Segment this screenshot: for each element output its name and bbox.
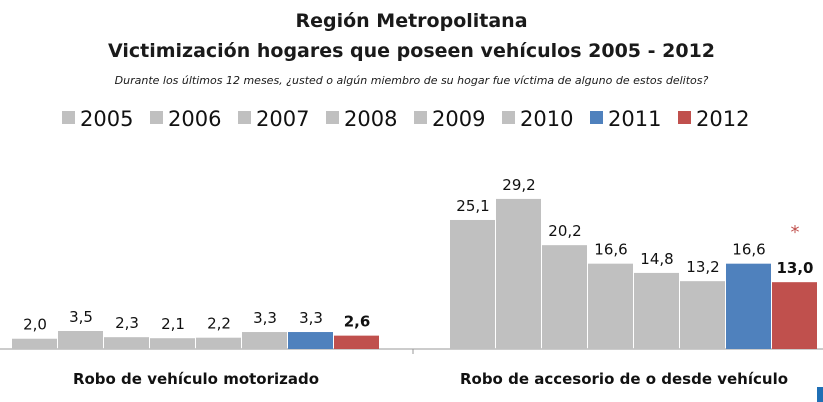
bar-2012-1 <box>772 282 817 349</box>
data-label-2008-0: 2,1 <box>161 315 185 333</box>
bar-2011-0 <box>288 332 333 349</box>
legend-label-2011: 2011 <box>608 107 661 131</box>
legend-swatch-2012 <box>678 111 691 124</box>
data-label-2012-1: 13,0 <box>776 259 813 277</box>
legend-swatch-2010 <box>502 111 515 124</box>
bar-2010-0 <box>242 332 287 349</box>
data-label-2008-1: 16,6 <box>594 241 627 259</box>
bar-2007-0 <box>104 337 149 349</box>
bar-2011-1 <box>726 263 771 349</box>
bar-2006-1 <box>496 198 541 349</box>
bar-2009-0 <box>196 337 241 349</box>
chart-subtitle: Victimización hogares que poseen vehícul… <box>107 40 716 62</box>
chart-question: Durante los últimos 12 meses, ¿usted o a… <box>114 74 709 87</box>
significance-asterisk: * <box>791 222 800 243</box>
bar-2006-0 <box>58 331 103 349</box>
legend-swatch-2007 <box>238 111 251 124</box>
data-label-2010-0: 3,3 <box>253 309 277 327</box>
data-label-2011-1: 16,6 <box>732 241 765 259</box>
legend-swatch-2008 <box>326 111 339 124</box>
legend-label-2005: 2005 <box>80 107 133 131</box>
legend-label-2007: 2007 <box>256 107 309 131</box>
category-label-1: Robo de accesorio de o desde vehículo <box>460 370 788 388</box>
legend-swatch-2006 <box>150 111 163 124</box>
legend-label-2012: 2012 <box>696 107 749 131</box>
legend-swatch-2009 <box>414 111 427 124</box>
data-label-2007-0: 2,3 <box>115 314 139 332</box>
bar-2008-1 <box>588 263 633 349</box>
corner-marker <box>817 387 823 402</box>
legend-swatch-2005 <box>62 111 75 124</box>
data-label-2011-0: 3,3 <box>299 309 323 327</box>
bar-2008-0 <box>150 338 195 349</box>
bar-2012-0 <box>334 335 379 349</box>
legend-label-2008: 2008 <box>344 107 397 131</box>
data-label-2007-1: 20,2 <box>548 222 581 240</box>
data-label-2006-0: 3,5 <box>69 308 93 326</box>
data-label-2006-1: 29,2 <box>502 176 535 194</box>
data-label-2005-0: 2,0 <box>23 316 47 334</box>
data-label-2009-0: 2,2 <box>207 315 231 333</box>
category-label-0: Robo de vehículo motorizado <box>73 370 319 388</box>
legend-label-2006: 2006 <box>168 107 221 131</box>
legend-label-2009: 2009 <box>432 107 485 131</box>
legend-swatch-2011 <box>590 111 603 124</box>
bar-2005-0 <box>12 338 57 349</box>
bar-2010-1 <box>680 281 725 349</box>
legend-label-2010: 2010 <box>520 107 573 131</box>
chart-title: Región Metropolitana <box>295 10 528 32</box>
bar-2009-1 <box>634 272 679 349</box>
bar-2005-1 <box>450 219 495 349</box>
bar-2007-1 <box>542 245 587 349</box>
data-label-2010-1: 13,2 <box>686 258 719 276</box>
data-label-2012-0: 2,6 <box>344 313 371 331</box>
data-label-2009-1: 14,8 <box>640 250 673 268</box>
data-label-2005-1: 25,1 <box>456 197 489 215</box>
